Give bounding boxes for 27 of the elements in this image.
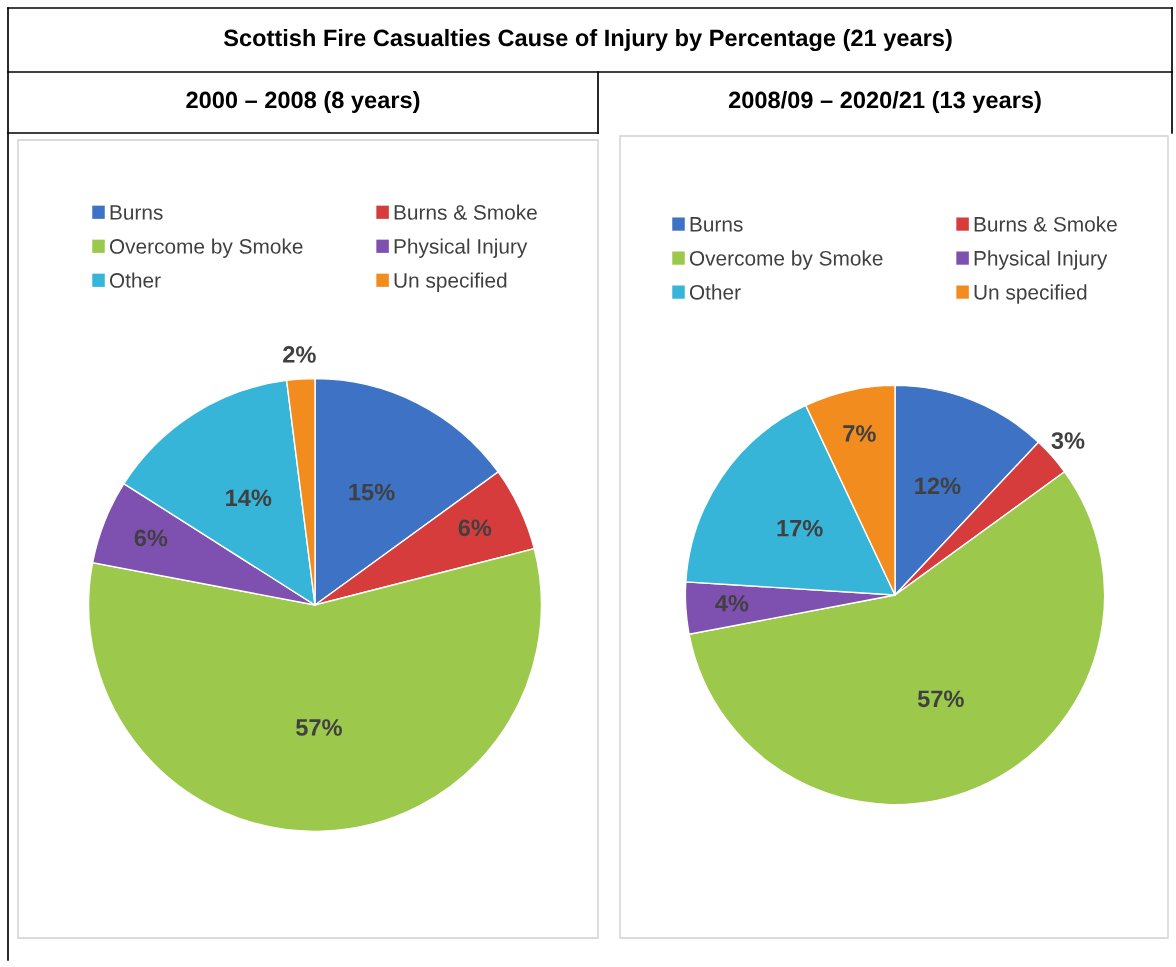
chart-subtitle: 2000 – 2008 (8 years) — [186, 91, 420, 114]
data-label: 12% — [915, 477, 961, 495]
data-label: 7% — [843, 425, 876, 442]
data-label: 4% — [715, 594, 749, 612]
data-label: 57% — [296, 719, 342, 736]
legend-label: Other — [689, 284, 741, 300]
legend-label: Un specified — [394, 272, 507, 292]
legend-label: Overcome by Smoke — [689, 250, 883, 270]
data-label: 15% — [349, 483, 395, 501]
legend-label: Un specified — [974, 284, 1087, 304]
chart-title: 2008/09 – 2020/21 (13 years) — [728, 91, 1041, 114]
data-label: 2% — [283, 346, 316, 363]
legend-label: Physical Injury — [974, 250, 1108, 270]
data-label: 17% — [777, 519, 823, 537]
data-label: 6% — [134, 529, 168, 547]
data-label: 57% — [917, 690, 964, 708]
legend-label: Burns — [690, 217, 743, 232]
data-label: 14% — [226, 489, 272, 507]
legend-label: Overcome by Smoke — [109, 238, 303, 258]
legend-label: Burns — [110, 205, 163, 220]
legend-label: Other — [109, 272, 161, 288]
data-label: 6% — [458, 519, 492, 537]
legend-label: Physical Injury — [394, 238, 528, 258]
data-label: 3% — [1051, 432, 1085, 449]
chart-title: Scottish Fire Casualties Cause of Injury by Percentage (21 years) — [223, 28, 952, 52]
legend-label: Burns & Smoke — [394, 204, 537, 220]
legend-label: Burns & Smoke — [974, 216, 1117, 232]
